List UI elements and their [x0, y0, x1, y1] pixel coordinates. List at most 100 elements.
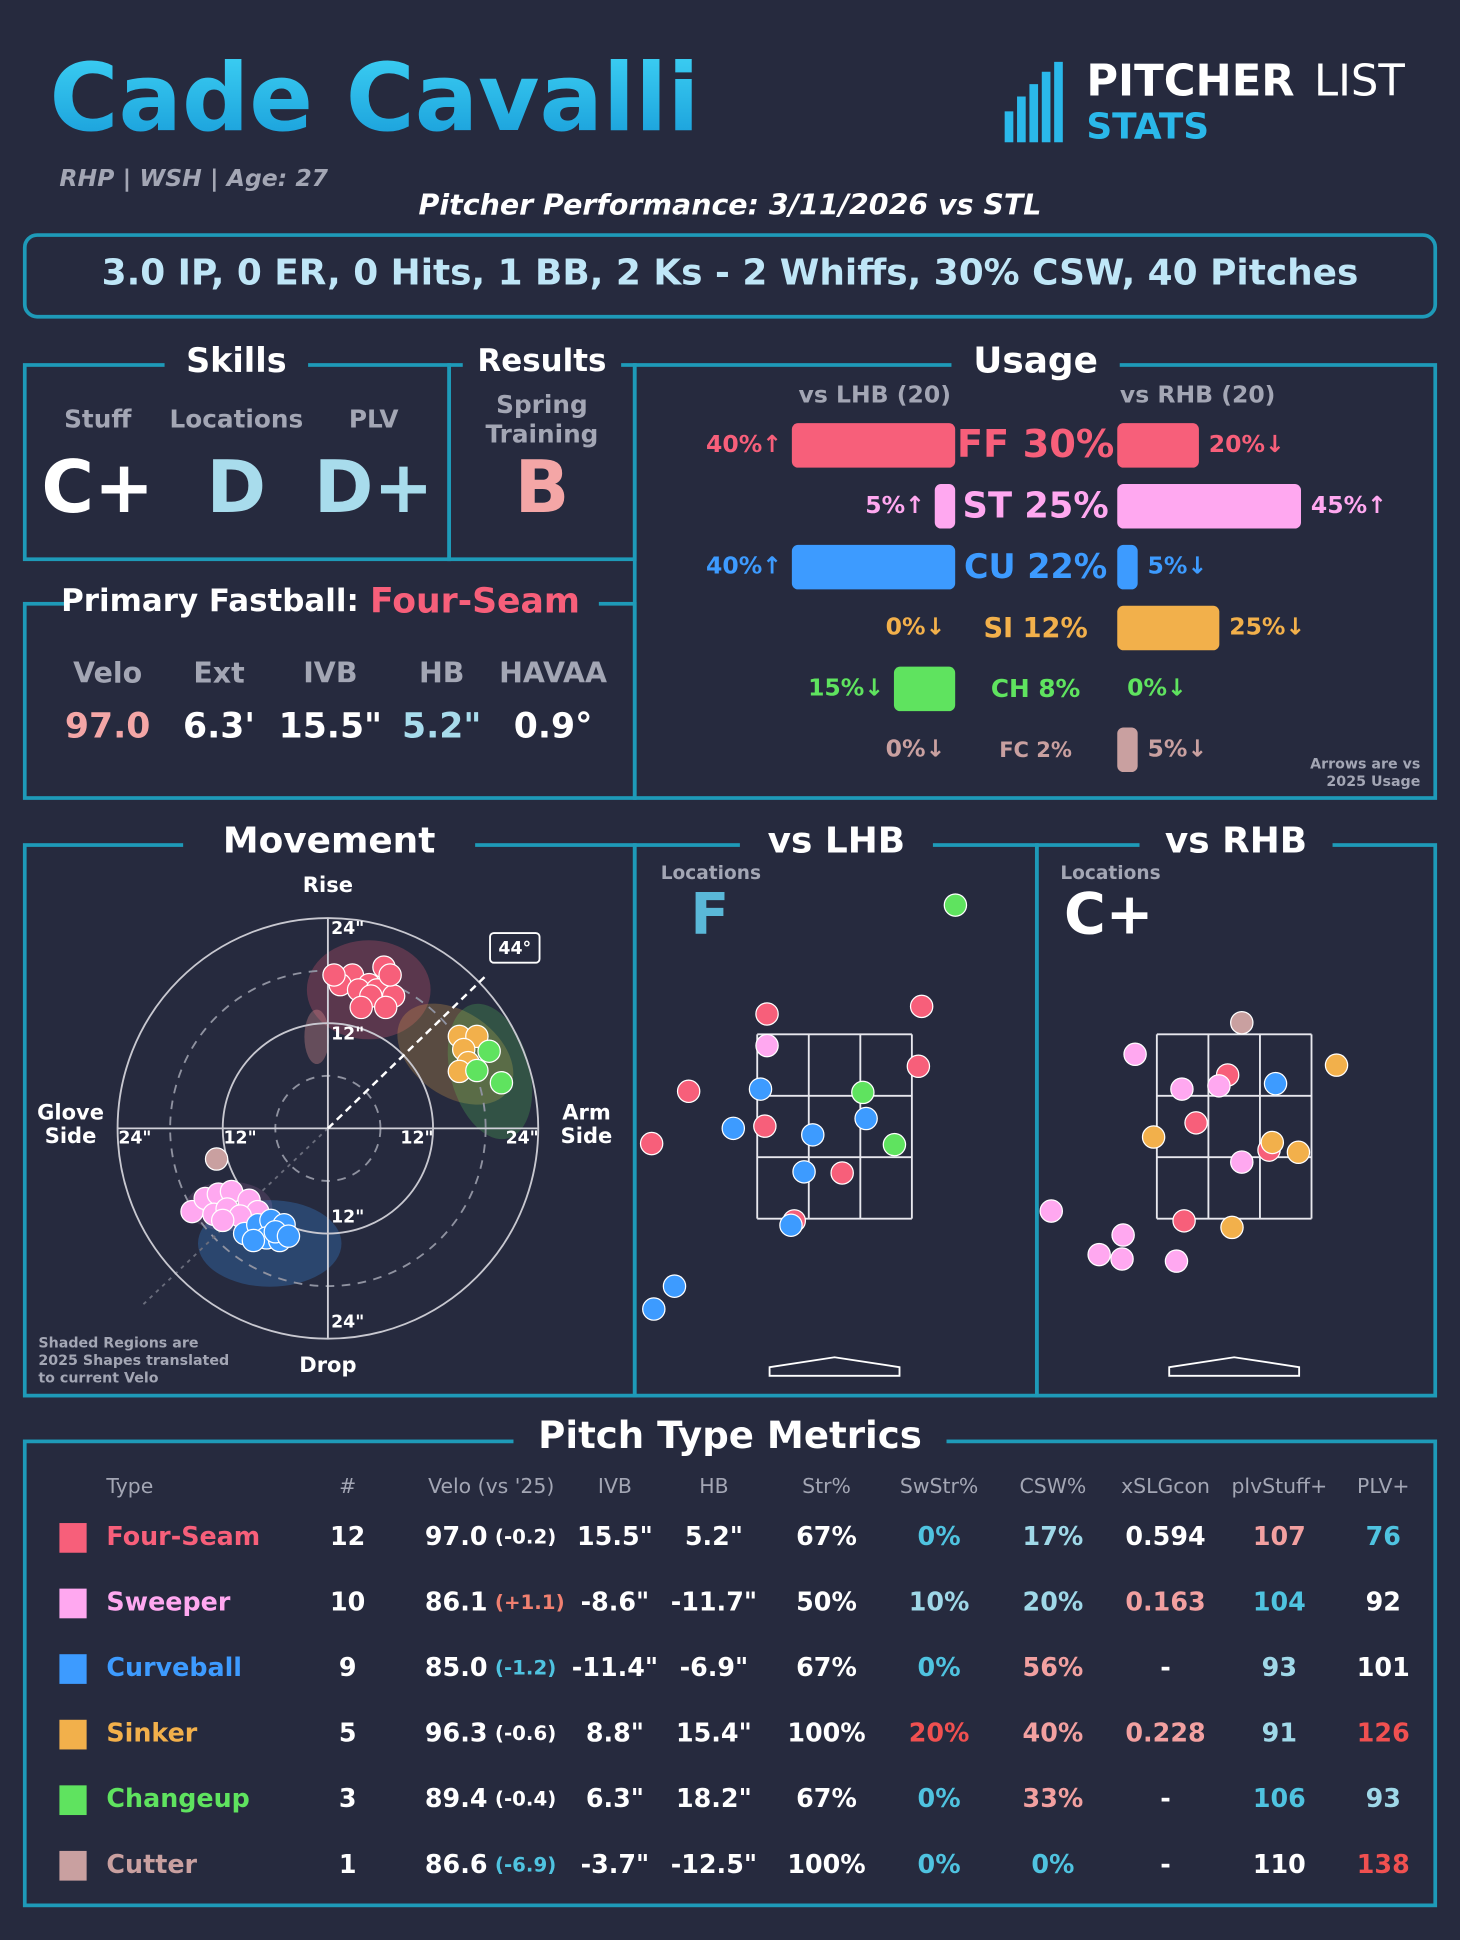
table-cell: 93	[1366, 1783, 1401, 1813]
ring	[116, 917, 540, 1340]
ring-label: 24"	[506, 1128, 539, 1148]
location-point	[1324, 1053, 1349, 1077]
panel-title: Movement	[223, 821, 435, 862]
table-cell: (-0.4)	[495, 1788, 556, 1811]
metric-value: 5.2"	[402, 707, 481, 747]
panel-title: Results	[477, 343, 606, 379]
ring-label: 24"	[118, 1128, 151, 1148]
results-label: Training	[485, 420, 598, 449]
table-cell: Curveball	[106, 1652, 242, 1682]
metric-label: IVB	[303, 656, 357, 689]
metric-label: HB	[419, 656, 464, 689]
table-cell: 101	[1357, 1652, 1410, 1682]
locations-grade: C+	[1064, 882, 1153, 948]
movement-note: 2025 Shapes translated	[38, 1353, 229, 1369]
location-point	[1230, 1010, 1254, 1035]
results-grade: B	[515, 445, 570, 529]
metric-label: HAVAA	[499, 656, 607, 689]
table-cell: (-1.2)	[495, 1657, 556, 1680]
metric-label: Ext	[193, 656, 244, 689]
usage-note: 2025 Usage	[1326, 774, 1420, 790]
table-cell: Sweeper	[106, 1586, 230, 1616]
table-cell: 17%	[1023, 1521, 1084, 1551]
logo-word: STATS	[1086, 107, 1209, 148]
table-cell: 50%	[796, 1586, 857, 1616]
table-cell: 100%	[787, 1849, 865, 1879]
movement-point	[322, 963, 346, 987]
skill-label: Locations	[169, 405, 303, 434]
table-cell: 97.0	[425, 1521, 488, 1551]
location-point	[1039, 1199, 1064, 1223]
table-cell: 96.3	[425, 1718, 488, 1748]
column-header: plvStuff+	[1231, 1474, 1327, 1498]
table-cell: 126	[1357, 1718, 1410, 1748]
usage-value: 20%↓	[1209, 430, 1285, 458]
location-point	[1110, 1247, 1134, 1271]
table-cell: -8.6"	[581, 1586, 650, 1616]
location-point	[1170, 1077, 1194, 1101]
table-cell: -12.5"	[671, 1849, 757, 1879]
location-point	[755, 1002, 779, 1026]
table-cell: 40%	[1023, 1718, 1084, 1748]
table-cell: (-0.6)	[495, 1722, 556, 1745]
table-cell: 20%	[909, 1718, 970, 1748]
table-cell: 92	[1366, 1586, 1401, 1616]
home-plates	[768, 1356, 1301, 1377]
usage-bar	[1117, 605, 1220, 651]
usage-value: 5%↓	[1148, 552, 1208, 580]
table-cell: 86.6	[425, 1849, 488, 1879]
column-header: PLV+	[1357, 1474, 1410, 1498]
movement-point	[210, 1208, 235, 1233]
panel-title: Pitch Type Metrics	[538, 1414, 922, 1457]
results-label: Spring	[496, 390, 588, 419]
skill-grade: D	[207, 445, 267, 529]
ring-label: 24"	[331, 1313, 364, 1333]
usage-bar	[1117, 727, 1138, 773]
fastball-pitch: Four-Seam	[370, 582, 580, 622]
table-cell: 10%	[909, 1586, 970, 1616]
ring-label: 12"	[331, 1207, 364, 1227]
table-cell: -	[1160, 1849, 1171, 1879]
table-cell: 67%	[796, 1652, 857, 1682]
table-cell: 0.163	[1125, 1586, 1205, 1616]
pitcher-info: RHP | WSH | Age: 27	[59, 164, 328, 192]
table-cell: (-6.9)	[495, 1853, 556, 1876]
usage-note: Arrows are vs	[1310, 757, 1420, 773]
usage-value: 0%↓	[886, 613, 946, 641]
movement-point	[378, 963, 402, 987]
ring-label: 24"	[331, 919, 364, 939]
usage-value: 15%↓	[808, 673, 884, 701]
usage-value: 0%↓	[886, 734, 946, 762]
movement-point	[349, 995, 373, 1020]
pitch-swatch	[59, 1588, 87, 1619]
movement-note: to current Velo	[38, 1370, 158, 1386]
panel-title: vs LHB	[768, 821, 905, 862]
table-cell: Sinker	[106, 1718, 197, 1748]
metric-value: 0.9°	[514, 707, 593, 747]
table-cell: 0%	[918, 1652, 961, 1682]
location-point	[639, 1131, 664, 1156]
location-point	[943, 893, 968, 917]
location-point	[909, 994, 934, 1019]
location-point	[662, 1274, 687, 1298]
usage-value: 5%↑	[865, 491, 925, 519]
table-cell: 138	[1357, 1849, 1410, 1879]
table-cell: 56%	[1023, 1652, 1084, 1682]
table-cell: 9	[339, 1652, 357, 1682]
table-cell: 76	[1366, 1521, 1401, 1551]
location-point	[1184, 1111, 1208, 1135]
table-cell: 5.2"	[685, 1521, 743, 1551]
location-point	[676, 1079, 701, 1104]
table-cell: 12	[330, 1521, 365, 1551]
movement-point	[373, 995, 398, 1020]
table-cell: 20%	[1023, 1586, 1084, 1616]
table-cell: -6.9"	[680, 1652, 749, 1682]
column-header: HB	[699, 1474, 728, 1498]
table-cell: Changeup	[106, 1783, 249, 1813]
panel-title: vs RHB	[1165, 821, 1307, 862]
ring-label: 12"	[331, 1024, 364, 1044]
pitch-swatch	[59, 1719, 87, 1750]
table-cell: 0%	[918, 1783, 961, 1813]
usage-value: 40%↑	[706, 552, 782, 580]
